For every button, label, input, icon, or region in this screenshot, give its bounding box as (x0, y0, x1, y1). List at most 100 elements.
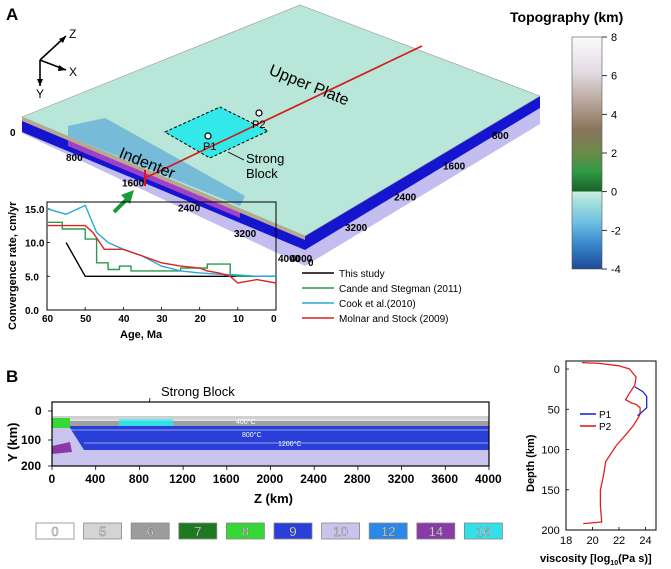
cs-xtick-label: 2400 (300, 472, 327, 486)
side-tick-label: 1600 (443, 162, 466, 173)
cs-ylabel: Y (km) (5, 423, 20, 463)
cs-ytick-label: 200 (21, 459, 41, 473)
conv-xtick-label: 10 (233, 314, 245, 325)
cs-ytick-label: 100 (21, 433, 41, 447)
indenter-top (68, 118, 245, 206)
topo-tick-label: -2 (611, 225, 621, 237)
cs-indenter-slab (52, 442, 72, 454)
material-swatch (321, 522, 361, 540)
cs-xtick-label: 2000 (257, 472, 284, 486)
visc-xtick-label: 22 (613, 535, 625, 547)
conv-legend-label: Cook et al.(2010) (339, 299, 416, 310)
material-swatch (416, 522, 456, 540)
material-label: 9 (289, 524, 296, 539)
visc-series (581, 361, 648, 525)
y-axis-label: Y (36, 87, 44, 101)
conv-series-line (47, 224, 277, 284)
material-label: 6 (147, 524, 154, 539)
material-swatch (368, 522, 408, 540)
front-tick-label: 4000 (290, 254, 313, 265)
cs-indenter-crust (52, 418, 70, 428)
isotherm-1200-label: 1200°C (278, 440, 301, 448)
conv-xtick-label: 30 (157, 314, 169, 325)
conv-xtick-label: 60 (42, 314, 54, 325)
visc-ylabel: Depth (km) (525, 434, 537, 492)
front-tick-label: 800 (66, 153, 83, 164)
strong-block-label-line1: Strong (246, 151, 284, 166)
cs-xtick-label: 400 (85, 472, 105, 486)
conv-series-line (47, 221, 276, 277)
cs-xtick-label: 0 (49, 472, 56, 486)
cs-strong-block (119, 419, 173, 426)
strong-block-b-label: Strong Block (161, 384, 235, 399)
visc-frame (565, 360, 657, 531)
visc-legend-label: P1 (599, 410, 612, 421)
topography-ticks: 8 6 4 2 0 -2 -4 (602, 32, 621, 276)
visc-ytick-label: 200 (541, 525, 559, 537)
conv-xlabel: Age, Ma (120, 329, 163, 341)
conv-ytick-label: 5.0 (25, 272, 39, 283)
x-axis-label: X (69, 65, 77, 79)
visc-xtick-label: 24 (639, 535, 651, 547)
point-p1-label: P1 (203, 141, 216, 153)
conv-ylabel: Convergence rate, cm/yr (7, 201, 19, 330)
cs-ytick-label: 0 (35, 404, 42, 418)
conv-xtick-label: 50 (80, 314, 92, 325)
cs-xtick-label: 4000 (475, 472, 502, 486)
conv-ytick-label: 0.0 (25, 306, 39, 317)
front-tick-label: 1600 (122, 178, 145, 189)
cs-xtick-label: 800 (129, 472, 149, 486)
cross-section: 400°C 800°C 1200°C (51, 401, 490, 467)
cs-layer-10 (52, 450, 489, 466)
visc-ytick-label: 100 (541, 445, 559, 457)
visc-ytick-label: 50 (548, 404, 560, 416)
visc-ticks: 18 20 22 24 0 50 100 150 200 (541, 364, 651, 547)
material-label: 10 (333, 524, 347, 539)
material-label: 12 (381, 524, 395, 539)
cs-xtick-label: 1600 (213, 472, 240, 486)
front-tick-label: 3200 (234, 229, 257, 240)
panel-a-label: A (6, 5, 18, 24)
topography-title: Topography (km) (510, 9, 623, 25)
conv-ticks: 60 50 40 30 20 10 0 0.0 5.0 10.0 15.0 (25, 205, 277, 325)
visc-legend-label: P2 (599, 422, 612, 433)
material-swatch (463, 522, 503, 540)
conv-legend-label: Molnar and Stock (2009) (339, 314, 449, 325)
convergence-rate-chart: 60 50 40 30 20 10 0 0.0 5.0 10.0 15.0 Age, Ma Conv… (7, 201, 277, 341)
upper-plate-surface (21, 4, 541, 237)
visc-ytick-label: 0 (554, 364, 560, 376)
convergence-arrowhead (121, 190, 134, 204)
conv-legend-label: Cande and Stegman (2011) (339, 284, 462, 295)
topo-tick-label: -4 (611, 264, 621, 276)
side-tick-label: 2400 (394, 192, 417, 203)
point-p2-label: P2 (252, 119, 265, 131)
topo-tick-label: 8 (611, 32, 617, 44)
conv-series (46, 204, 277, 284)
strong-block-label-line2: Block (246, 166, 278, 181)
material-swatch (35, 522, 75, 540)
x-arrowhead (58, 65, 66, 71)
side-tick-label: 800 (492, 131, 509, 142)
conv-legend: This study Cande and Stegman (2011) Cook e… (302, 269, 462, 325)
side-face-lithosphere (305, 96, 540, 250)
visc-xtick-label: 20 (586, 535, 598, 547)
side-tick-label: 0 (308, 258, 314, 269)
cs-layer-6 (52, 421, 489, 426)
cs-xtick-label: 1200 (169, 472, 196, 486)
material-label: 14 (429, 524, 443, 539)
topography-colorbar (571, 36, 603, 270)
cs-xlabel: Z (km) (254, 491, 293, 506)
topo-tick-label: 0 (611, 187, 617, 199)
surface-edge-strip (22, 117, 305, 240)
z-axis-label: Z (69, 27, 76, 41)
material-swatch (225, 522, 265, 540)
side-face-mantle (305, 108, 540, 266)
front-tick-label: 0 (10, 128, 16, 139)
panel-b-label: B (6, 367, 18, 386)
material-label: 0 (51, 524, 58, 539)
material-label: 16 (476, 524, 490, 539)
profile-line (144, 45, 423, 179)
